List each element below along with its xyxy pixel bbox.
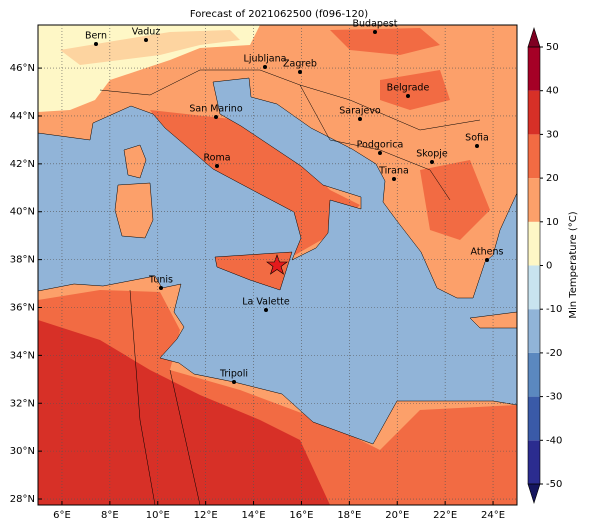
city-dot	[430, 160, 434, 164]
city-dot	[485, 258, 489, 262]
x-tick-label: 6°E	[53, 510, 71, 521]
city-label: Tripoli	[219, 369, 248, 380]
map-frame	[37, 24, 518, 506]
colorbar-tick-label: -50	[546, 479, 562, 490]
colorbar-tick-label: 0	[546, 261, 552, 272]
city-label: San Marino	[189, 104, 242, 115]
x-tick-label: 20°E	[385, 510, 409, 521]
city-dot	[232, 380, 236, 384]
corsica	[123, 144, 147, 179]
colorbar-tick-label: -30	[546, 392, 562, 403]
city-dot	[215, 164, 219, 168]
x-tick-label: 10°E	[146, 510, 170, 521]
city-dot	[475, 144, 479, 148]
city-dot	[406, 94, 410, 98]
border	[99, 69, 481, 505]
city-label: Sarajevo	[339, 106, 381, 117]
x-tick-label: 22°E	[433, 510, 457, 521]
city-label: Belgrade	[387, 83, 430, 94]
colorbar-band	[528, 265, 540, 310]
x-tick-label: 8°E	[101, 510, 119, 521]
y-tick-label: 30°N	[10, 446, 35, 457]
colorbar-tick-label: -20	[546, 348, 562, 359]
city-dot	[214, 115, 218, 119]
y-tick-label: 46°N	[10, 63, 35, 74]
city-dot	[378, 151, 382, 155]
city-label: La Valette	[242, 297, 290, 308]
y-tick-label: 38°N	[10, 255, 35, 266]
colorbar-extend-bottom	[527, 483, 541, 504]
colorbar-band	[528, 178, 540, 222]
colorbar-tick-label: 10	[546, 217, 559, 228]
colorbar-band	[528, 134, 540, 179]
x-tick-label: 12°E	[194, 510, 218, 521]
hot-region	[38, 320, 330, 505]
city-label: Tirana	[378, 166, 409, 177]
colorbar-band	[528, 221, 540, 266]
city-dot	[358, 117, 362, 121]
city-label: Tunis	[148, 275, 173, 286]
city-label: Skopje	[416, 149, 448, 160]
city-dot	[373, 30, 377, 34]
colorbar-tick-label: 50	[546, 42, 559, 53]
city-dot	[264, 308, 268, 312]
colorbar-band	[528, 47, 540, 91]
city-label: Budapest	[353, 19, 398, 30]
city-dot	[298, 70, 302, 74]
colorbar-band	[528, 396, 540, 441]
x-tick-label: 14°E	[242, 510, 266, 521]
city-dot	[392, 177, 396, 181]
city-dot	[94, 42, 98, 46]
y-tick-label: 32°N	[10, 398, 35, 409]
x-tick-label: 16°E	[289, 510, 313, 521]
star-marker	[266, 254, 288, 275]
colorbar-tick-label: 20	[546, 173, 559, 184]
y-tick-label: 34°N	[10, 350, 35, 361]
warm-region	[420, 160, 490, 240]
y-tick-label: 36°N	[10, 302, 35, 313]
warm-region	[330, 28, 440, 55]
warm-region	[150, 110, 360, 255]
colorbar-band	[528, 440, 540, 484]
y-tick-label: 40°N	[10, 207, 35, 218]
city-label: Bern	[85, 31, 107, 42]
city-dot	[263, 65, 267, 69]
crete	[469, 311, 517, 329]
sardinia	[114, 182, 154, 239]
y-tick-label: 42°N	[10, 159, 35, 170]
title: Forecast of 2021062500 (f096-120)	[190, 9, 368, 20]
y-tick-label: 44°N	[10, 111, 35, 122]
city-label: Vaduz	[132, 27, 161, 38]
city-dot	[144, 38, 148, 42]
city-label: Roma	[203, 153, 230, 164]
city-label: Sofia	[465, 133, 489, 144]
colorbar-band	[528, 352, 540, 397]
city-label: Zagreb	[283, 59, 317, 70]
colorbar-tick-label: 30	[546, 129, 559, 140]
x-tick-label: 24°E	[481, 510, 505, 521]
city-dot	[159, 286, 163, 290]
city-label: Ljubljana	[244, 54, 287, 65]
city-label: Podgorica	[357, 140, 404, 151]
colorbar-tick-label: -40	[546, 435, 562, 446]
colorbar-band	[528, 309, 540, 353]
colorbar-tick-label: -10	[546, 304, 562, 315]
colorbar-band	[528, 90, 540, 135]
x-tick-label: 18°E	[337, 510, 361, 521]
y-tick-label: 28°N	[10, 494, 35, 505]
colorbar-extend-top	[527, 27, 541, 48]
alps-inner	[60, 30, 240, 65]
colorbar-label: Min Temperature (°C)	[568, 211, 579, 318]
colorbar-tick-label: 40	[546, 86, 559, 97]
city-label: Athens	[471, 247, 504, 258]
